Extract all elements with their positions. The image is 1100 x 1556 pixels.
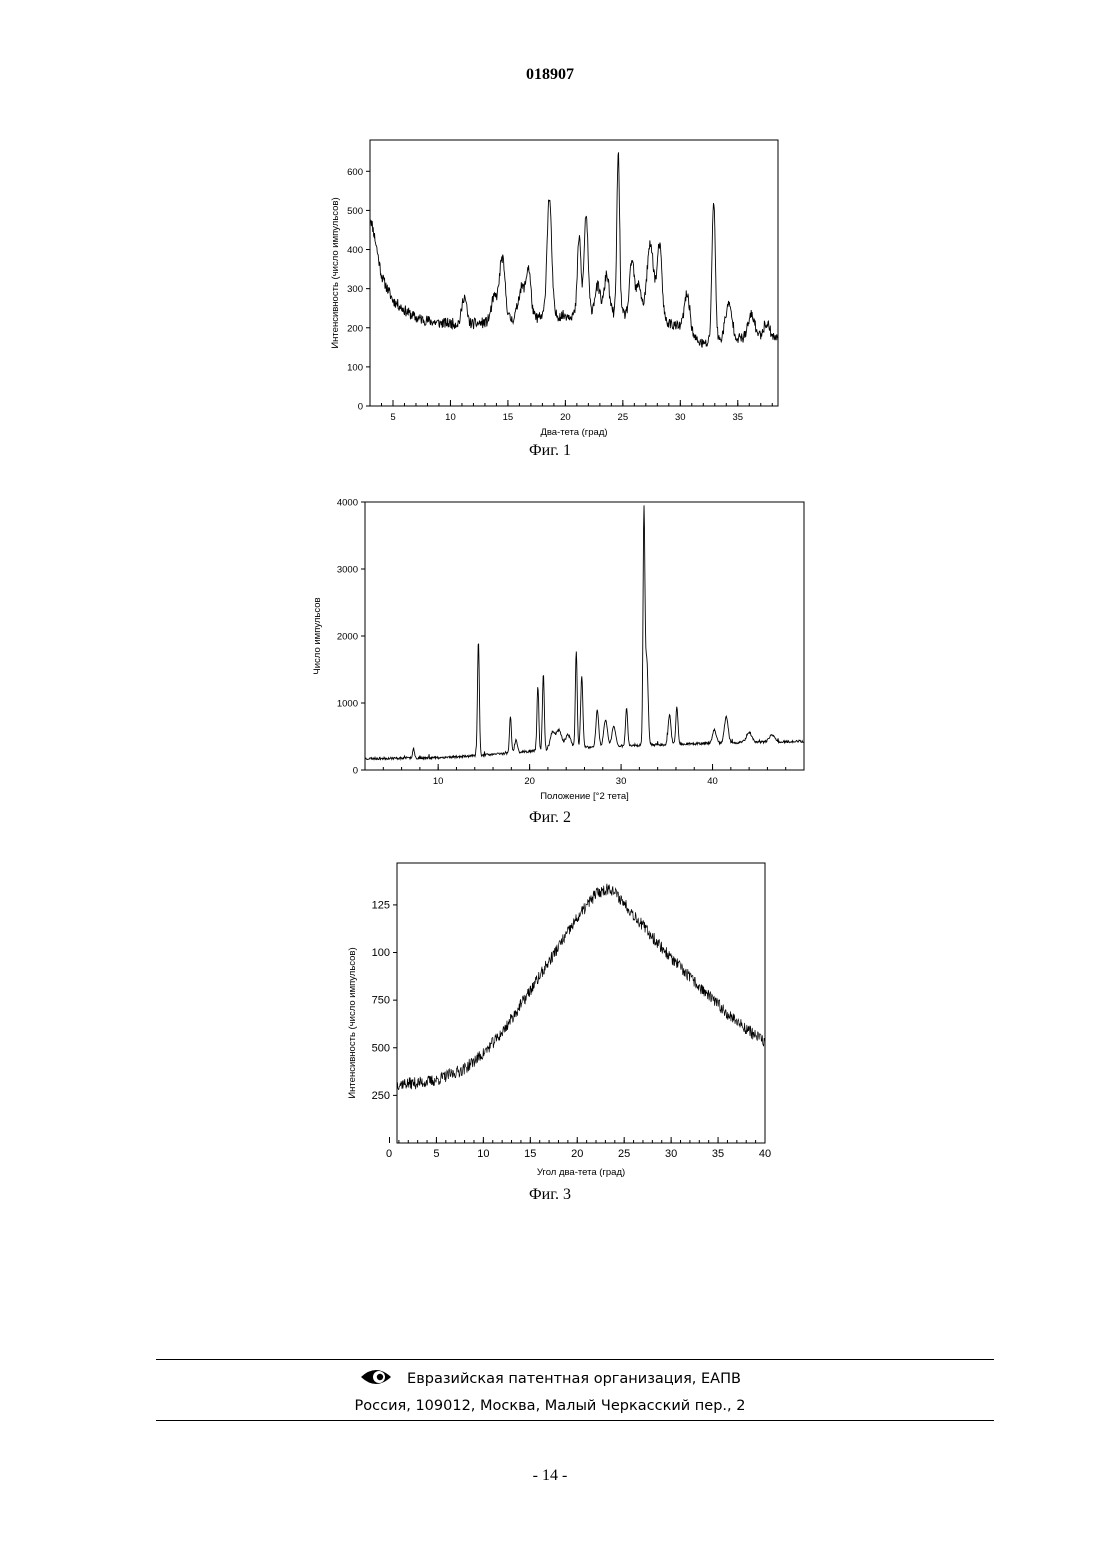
page-number: - 14 - [0,1467,1100,1485]
x-tick-label: 20 [524,776,535,787]
y-tick-label: 100 [347,362,363,373]
footer-bottom-rule [156,1420,994,1421]
y-tick-label: 300 [347,284,363,295]
y-tick-label: 125 [372,899,390,911]
eapo-eye-logo-icon [359,1366,393,1392]
y-tick-label: 100 [372,947,390,959]
x-tick-label: 35 [712,1148,724,1160]
footer-address: Россия, 109012, Москва, Малый Черкасский… [0,1398,1100,1414]
y-tick-label: 400 [347,245,363,256]
x-tick-label: 40 [707,776,718,787]
figure-3-caption: Фиг. 3 [0,1186,1100,1204]
x-tick-label: 5 [433,1148,439,1160]
y-tick-label: 750 [372,995,390,1007]
y-tick-label: 500 [347,206,363,217]
figure-1-chart: 5 10 15 20 25 30 35 0 100 200 300 400 500 600 Два-тета… [0,120,1100,445]
figure-1-caption: Фиг. 1 [0,442,1100,460]
x-tick-label: 40 [759,1148,771,1160]
x-tick-label: 30 [665,1148,677,1160]
x-tick-label: 0 [386,1148,392,1160]
x-axis-label: Два-тета (град) [540,427,607,438]
figure-3-chart: 0 5 10 15 20 25 30 35 40 250 500 750 100 125 Угол два-… [0,845,1100,1185]
x-tick-label: 20 [560,412,571,423]
footer-organization: Евразийская патентная организация, ЕАПВ [0,1366,1100,1392]
plot-frame [370,140,778,406]
series-line [365,505,804,759]
y-axis-label: Число импульсов [312,597,323,674]
x-tick-label: 20 [571,1148,583,1160]
x-tick-label: 5 [390,412,395,423]
y-tick-label: 4000 [337,498,358,509]
y-tick-label: 500 [372,1042,390,1054]
x-tick-label: 10 [433,776,444,787]
y-tick-label: 2000 [337,632,358,643]
x-tick-label: 10 [477,1148,489,1160]
x-axis-label: Угол два-тета (град) [537,1167,625,1178]
x-tick-label: 25 [618,412,629,423]
y-tick-label: 0 [353,766,358,777]
footer-organization-name: Евразийская патентная организация, ЕАПВ [407,1371,741,1387]
x-tick-label: 15 [503,412,514,423]
y-tick-label: 250 [372,1090,390,1102]
plot-frame [397,863,765,1143]
x-axis-label: Положение [°2 тета] [540,791,629,802]
document-number: 018907 [0,66,1100,84]
x-tick-label: 25 [618,1148,630,1160]
plot-frame [365,502,804,770]
x-tick-label: 10 [445,412,456,423]
footer-top-rule [156,1359,994,1360]
y-tick-label: 200 [347,323,363,334]
figure-2-chart: 10 20 30 40 0 1000 2000 3000 4000 Положение [°2 т… [0,485,1100,810]
y-tick-label: 3000 [337,565,358,576]
series-line [397,884,765,1090]
figure-2-caption: Фиг. 2 [0,809,1100,827]
x-tick-label: 15 [524,1148,536,1160]
series-line [370,152,778,347]
x-tick-label: 30 [675,412,686,423]
x-tick-label: 35 [732,412,743,423]
y-axis-label: Интенсивность (число импульсов) [347,947,358,1098]
y-tick-label: 1000 [337,699,358,710]
x-tick-label: 30 [616,776,627,787]
y-axis-label: Интенсивность (число импульсов) [330,197,341,348]
y-tick-label: 0 [358,402,363,413]
y-tick-label: 600 [347,167,363,178]
